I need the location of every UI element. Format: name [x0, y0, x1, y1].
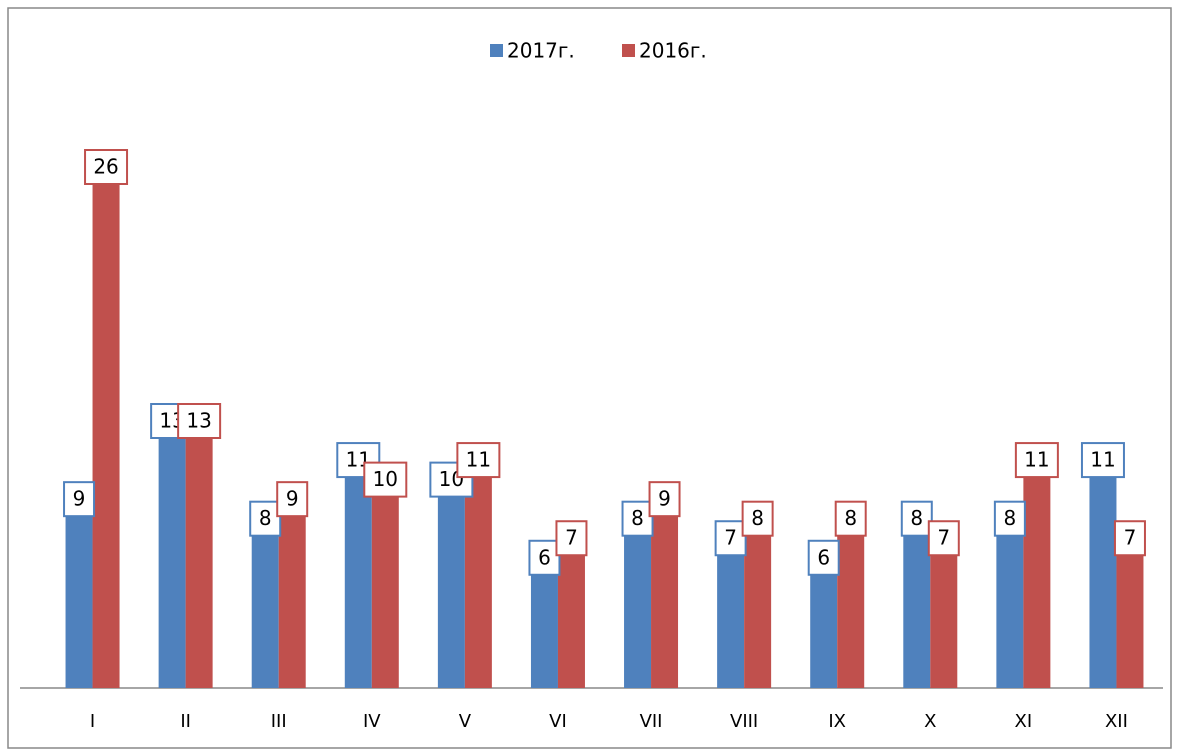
bar	[344, 473, 372, 688]
data-label-box	[456, 442, 501, 479]
data-label: 11	[1090, 448, 1115, 472]
data-label-box	[714, 520, 747, 557]
x-tick-label: X	[924, 711, 936, 732]
data-label-box	[900, 500, 933, 537]
data-label: 11	[1024, 448, 1049, 472]
legend-label: 2016г.	[639, 39, 707, 63]
data-label: 13	[186, 409, 211, 433]
x-tick-label: III	[271, 711, 287, 732]
bar	[717, 551, 745, 688]
data-label: 11	[466, 448, 491, 472]
bar	[1089, 473, 1117, 688]
bar	[557, 551, 585, 688]
bar	[903, 531, 931, 688]
data-label-box	[1080, 442, 1125, 479]
data-label-box	[177, 403, 222, 439]
data-label: 9	[658, 487, 671, 511]
data-label: 7	[937, 526, 950, 550]
bar	[530, 570, 558, 688]
data-label: 8	[1004, 506, 1017, 530]
bar	[1116, 551, 1144, 688]
legend-swatch	[490, 44, 503, 57]
data-label: 8	[631, 506, 644, 530]
legend-swatch	[622, 44, 635, 57]
x-tick-label: V	[459, 711, 472, 732]
x-tick-label: IX	[828, 711, 846, 732]
data-label-box	[834, 500, 867, 537]
bar	[996, 531, 1024, 688]
data-label-box	[621, 500, 654, 537]
data-label: 26	[93, 155, 118, 179]
bar	[185, 434, 213, 688]
data-label: 10	[373, 467, 398, 491]
x-tick-label: XII	[1105, 711, 1128, 732]
data-label-box	[84, 149, 129, 185]
bar	[624, 531, 652, 688]
bar	[371, 492, 399, 688]
data-label-box	[363, 461, 408, 498]
data-label-box	[555, 520, 588, 557]
data-label: 7	[1124, 526, 1137, 550]
bar	[1023, 473, 1051, 688]
bar	[437, 492, 465, 688]
data-label: 9	[286, 487, 299, 511]
data-label-box	[927, 520, 960, 557]
data-label: 8	[910, 506, 923, 530]
bar	[930, 551, 958, 688]
x-tick-label: IV	[363, 711, 381, 732]
x-tick-label: XI	[1015, 711, 1033, 732]
data-label-box	[741, 500, 774, 537]
data-label-box	[807, 539, 840, 576]
data-label: 9	[73, 487, 86, 511]
data-label: 8	[259, 506, 272, 530]
bar	[65, 512, 93, 688]
x-tick-label: I	[90, 711, 95, 732]
data-label-box	[528, 539, 561, 576]
data-label: 7	[724, 526, 737, 550]
data-label-box	[276, 481, 309, 518]
bar	[744, 531, 772, 688]
bar	[464, 473, 492, 688]
data-label-box	[648, 481, 681, 518]
data-label: 8	[751, 506, 764, 530]
data-label: 8	[844, 506, 857, 530]
bar	[651, 512, 679, 688]
bar	[251, 531, 279, 688]
bar	[158, 434, 186, 688]
data-label: 6	[538, 545, 551, 569]
bar	[92, 180, 120, 688]
bar	[278, 512, 306, 688]
x-tick-label: VII	[640, 711, 663, 732]
x-tick-label: II	[180, 711, 191, 732]
x-tick-label: VIII	[730, 711, 758, 732]
data-label-box	[1113, 520, 1146, 557]
data-label-box	[1014, 442, 1059, 479]
x-tick-label: VI	[549, 711, 567, 732]
bar	[810, 570, 838, 688]
data-label: 7	[565, 526, 578, 550]
data-label-box	[63, 481, 96, 518]
data-label-box	[993, 500, 1026, 537]
data-label: 6	[817, 545, 830, 569]
data-label-box	[249, 500, 282, 537]
bar	[837, 531, 865, 688]
legend-label: 2017г.	[507, 39, 575, 63]
